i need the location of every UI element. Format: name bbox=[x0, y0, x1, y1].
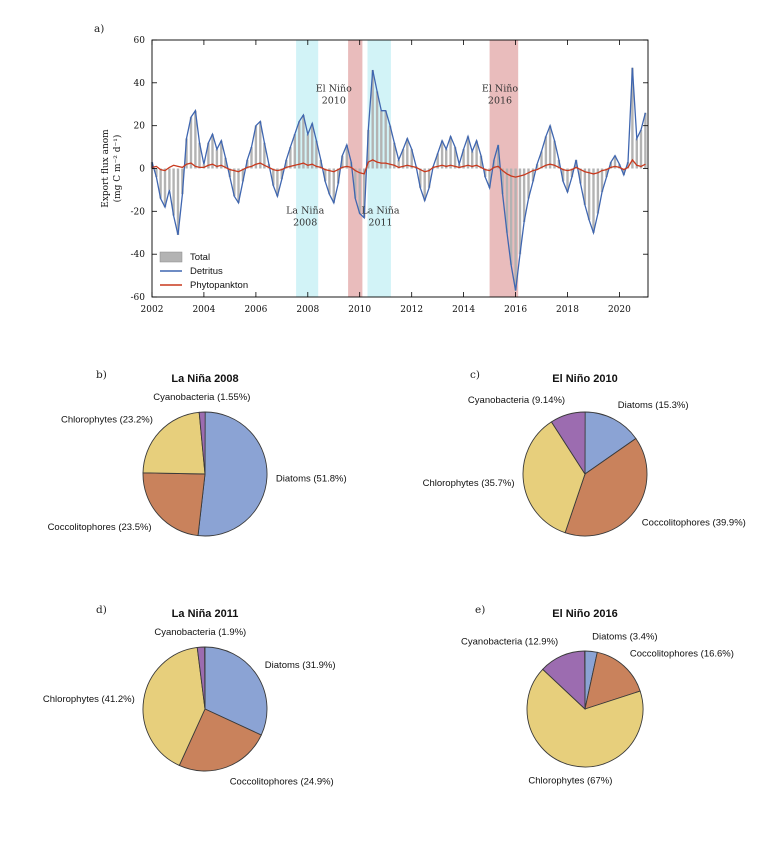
timeseries-plot: 2002 2004 2006 2008 2010 2012 2014 2016 2018 2020… bbox=[101, 36, 649, 315]
pie-slice-coccolitophores bbox=[178, 708, 262, 772]
pie-slices-la-nina-2011: Diatoms (31.9%) Coccolitophores (24.9%) Ch… bbox=[43, 627, 336, 787]
phytoplankton-line bbox=[151, 158, 646, 178]
y-tick-label: 20 bbox=[134, 122, 146, 132]
pie-slice-chlorophytes bbox=[526, 668, 644, 768]
total-bars bbox=[150, 67, 647, 291]
timeseries-chart: a) 2002 2004 2006 2008 2010 2012 2014 2016 2018 2… bbox=[94, 23, 649, 315]
event-annotation: La Niña 2011 bbox=[361, 206, 399, 229]
x-tick-label: 2018 bbox=[556, 305, 579, 315]
pie-slice-chlorophytes bbox=[142, 411, 206, 475]
pie-slice-cyanobacteria bbox=[198, 411, 206, 475]
pie-label-diatoms: Diatoms (51.8%) bbox=[276, 474, 347, 485]
pie-slice-chlorophytes bbox=[522, 421, 586, 534]
pie-title-el-nino-2016: El Niño 2016 bbox=[552, 608, 617, 620]
y-tick-label: -40 bbox=[131, 250, 146, 260]
pie-title-la-nina-2011: La Niña 2011 bbox=[172, 608, 239, 620]
event-annotation: El Niño 2016 bbox=[482, 83, 518, 106]
pie-label-cyanobacteria: Cyanobacteria (1.55%) bbox=[153, 392, 250, 403]
x-tick-label: 2004 bbox=[192, 305, 215, 315]
pie-chart-la-nina-2008: b) La Niña 2008 Diatoms (51.8%) Coccolito… bbox=[48, 369, 347, 537]
x-tick-label: 2020 bbox=[608, 305, 631, 315]
pie-chart-el-nino-2010: c) El Niño 2010 Diatoms (15.3%) Coccolito… bbox=[423, 369, 746, 537]
y-tick-label: 0 bbox=[139, 165, 145, 175]
event-annotation: El Niño 2010 bbox=[316, 83, 352, 106]
pie-label-coccolitophores: Coccolitophores (39.9%) bbox=[642, 518, 746, 529]
panel-label-e: e) bbox=[475, 604, 485, 616]
pie-slice-diatoms bbox=[197, 411, 268, 537]
y-axis-label: Export flux anom bbox=[101, 129, 111, 208]
y-tick-label: -20 bbox=[131, 207, 146, 217]
pie-slice-diatoms bbox=[204, 646, 268, 736]
pie-slices-el-nino-2016: Diatoms (3.4%) Coccolitophores (16.6%) Chl… bbox=[461, 631, 734, 786]
pie-chart-la-nina-2011: d) La Niña 2011 Diatoms (31.9%) Coccolito… bbox=[43, 604, 336, 788]
legend-label: Total bbox=[190, 252, 210, 263]
pie-label-chlorophytes: Chlorophytes (41.2%) bbox=[43, 694, 135, 705]
pie-slice-coccolitophores bbox=[142, 472, 206, 537]
x-tick-label: 2008 bbox=[296, 305, 319, 315]
pie-title-la-nina-2008: La Niña 2008 bbox=[171, 373, 238, 385]
legend-swatch-total bbox=[159, 251, 183, 263]
x-tick-label: 2002 bbox=[141, 305, 164, 315]
pie-slice-cyanobacteria bbox=[550, 411, 586, 476]
pie-label-chlorophytes: Chlorophytes (35.7%) bbox=[423, 478, 515, 489]
pie-label-cyanobacteria: Cyanobacteria (1.9%) bbox=[154, 627, 246, 638]
y-tick-label: 60 bbox=[134, 36, 146, 46]
y-axis-label: (mg C m⁻² d⁻¹) bbox=[112, 135, 123, 203]
pie-label-coccolitophores: Coccolitophores (16.6%) bbox=[630, 648, 734, 659]
pie-slice-coccolitophores bbox=[564, 437, 648, 537]
event-annotation: La Niña 2008 bbox=[286, 206, 324, 229]
pie-slice-diatoms bbox=[584, 411, 637, 475]
x-tick-label: 2006 bbox=[244, 305, 267, 315]
x-tick-label: 2014 bbox=[452, 305, 475, 315]
panel-label-c: c) bbox=[470, 369, 480, 381]
pie-slice-coccolitophores bbox=[584, 651, 641, 710]
pie-slice-cyanobacteria bbox=[196, 646, 206, 710]
detritus-line bbox=[151, 67, 647, 291]
x-tick-label: 2016 bbox=[504, 305, 527, 315]
pie-label-diatoms: Diatoms (15.3%) bbox=[618, 400, 689, 411]
band-lanina bbox=[367, 40, 391, 297]
pie-label-chlorophytes: Chlorophytes (23.2%) bbox=[61, 415, 153, 426]
y-tick-label: -60 bbox=[131, 293, 146, 303]
pie-label-diatoms: Diatoms (31.9%) bbox=[265, 660, 336, 671]
pie-slice-chlorophytes bbox=[142, 646, 206, 767]
pie-label-cyanobacteria: Cyanobacteria (9.14%) bbox=[468, 395, 565, 406]
pie-slices-la-nina-2008: Diatoms (51.8%) Coccolitophores (23.5%) Ch… bbox=[48, 392, 347, 537]
panel-label-a: a) bbox=[94, 23, 104, 35]
legend-label: Detritus bbox=[190, 266, 223, 277]
pie-slice-cyanobacteria bbox=[542, 650, 586, 711]
pie-slices-el-nino-2010: Diatoms (15.3%) Coccolitophores (39.9%) Ch… bbox=[423, 395, 746, 537]
pie-chart-el-nino-2016: e) El Niño 2016 Diatoms (3.4%) Coccolitop… bbox=[461, 604, 734, 786]
panel-label-b: b) bbox=[96, 369, 107, 381]
pie-title-el-nino-2010: El Niño 2010 bbox=[552, 373, 617, 385]
y-tick-label: 40 bbox=[134, 79, 146, 89]
pie-label-cyanobacteria: Cyanobacteria (12.9%) bbox=[461, 637, 558, 648]
x-tick-label: 2012 bbox=[400, 305, 423, 315]
pie-label-diatoms: Diatoms (3.4%) bbox=[592, 631, 657, 642]
pie-label-coccolitophores: Coccolitophores (24.9%) bbox=[230, 777, 334, 788]
pie-label-coccolitophores: Coccolitophores (23.5%) bbox=[48, 522, 152, 533]
panel-label-d: d) bbox=[96, 604, 107, 616]
pie-label-chlorophytes: Chlorophytes (67%) bbox=[528, 775, 612, 786]
legend-label: Phytopankton bbox=[190, 280, 248, 291]
x-tick-label: 2010 bbox=[348, 305, 371, 315]
